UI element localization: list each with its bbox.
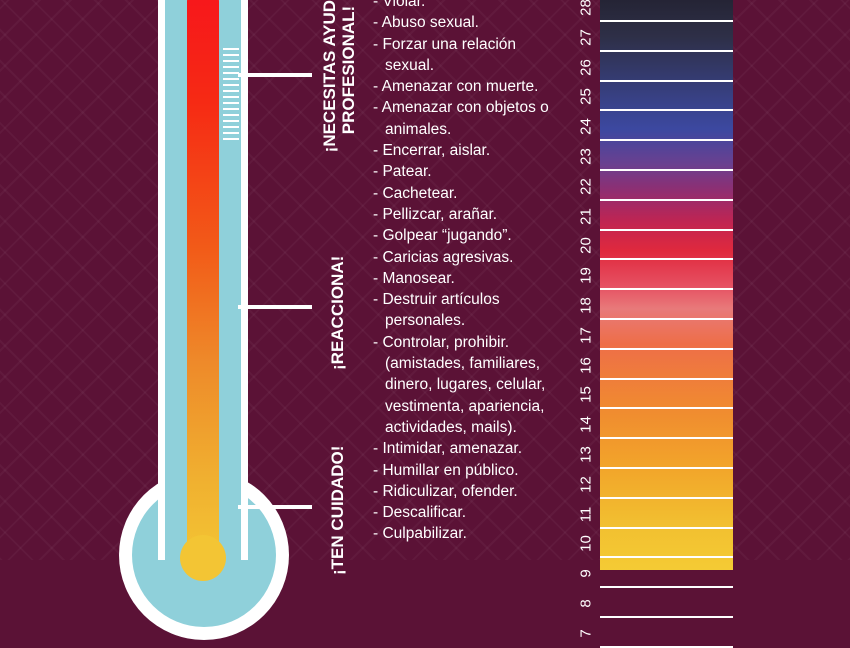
scale-number: 24: [577, 118, 595, 136]
label-bottom: ¡TEN CUIDADO!: [328, 445, 347, 575]
bar-divider: [600, 407, 733, 410]
scale-number: 23: [577, 148, 595, 165]
list-item: - Descalificar.: [373, 504, 467, 522]
list-item: - Pellizcar, arañar.: [373, 205, 498, 223]
marker-middle: [238, 305, 312, 309]
label-middle: ¡REACCIONA!: [328, 255, 347, 370]
scale-number: 7: [577, 629, 595, 638]
scale-number: 18: [577, 297, 595, 314]
list-item: - Caricias agresivas.: [373, 248, 514, 266]
list-item: - Culpabilizar.: [373, 525, 467, 543]
list-item: - Controlar, prohibir. (amistades, famil…: [373, 333, 546, 436]
thermometer-ticks: [223, 48, 239, 144]
scale-numbers: 28 27 26 25 24 23 22 21 20 19 18 17 16 15 14 13 12 11 10 9 8…: [575, 0, 599, 637]
bar-divider: [600, 526, 733, 529]
behavior-list: - Violar. - Abuso sexual. - Forzar una r…: [373, 0, 588, 545]
intensity-color-bar: [600, 0, 733, 570]
thermometer: [0, 0, 330, 640]
bar-divider: [600, 556, 733, 559]
list-item: - Golpear “jugando”.: [373, 227, 512, 245]
scale-number: 17: [577, 326, 595, 344]
scale-number: 20: [577, 237, 595, 255]
list-item: - Amenazar con muerte.: [373, 78, 539, 96]
list-item: - Forzar una relación sexual.: [373, 35, 517, 74]
list-item: - Intimidar, amenazar.: [373, 440, 523, 458]
bar-divider: [600, 347, 733, 350]
scale-number: 25: [577, 88, 595, 106]
bar-divider: [600, 139, 733, 142]
scale-number: 8: [577, 599, 595, 608]
bar-divider: [600, 645, 733, 648]
scale-number: 13: [577, 446, 595, 463]
list-item: - Abuso sexual.: [373, 14, 479, 32]
marker-top: [238, 73, 312, 77]
bar-divider: [600, 79, 733, 82]
bar-divider: [600, 318, 733, 320]
label-top: ¡NECESITAS AYUDA PROFESIONAL!: [320, 0, 358, 153]
bar-divider: [600, 198, 733, 201]
bar-divider: [600, 288, 733, 291]
bar-divider: [600, 258, 733, 261]
bar-divider: [600, 586, 733, 589]
bar-divider: [600, 496, 733, 499]
scale-number: 22: [577, 177, 595, 195]
scale-number: 14: [577, 416, 595, 434]
bar-divider: [600, 377, 733, 380]
scale-number: 28: [577, 0, 595, 16]
bar-divider: [600, 20, 733, 22]
scale-number: 9: [577, 569, 595, 578]
marker-bottom: [238, 505, 312, 509]
scale-number: 21: [577, 207, 595, 225]
list-item: - Humillar en público.: [373, 461, 519, 479]
scale-number: 19: [577, 267, 595, 285]
scale-number: 16: [577, 356, 595, 374]
bar-divider: [600, 169, 733, 171]
list-item: - Ridiculizar, ofender.: [373, 482, 518, 500]
scale-number: 12: [577, 475, 595, 493]
scale-number: 27: [577, 28, 595, 46]
list-item: - Encerrar, aislar.: [373, 142, 491, 160]
list-item: - Cachetear.: [373, 184, 458, 202]
bar-divider: [600, 616, 733, 618]
scale-number: 15: [577, 386, 595, 404]
bar-divider: [600, 228, 733, 231]
bar-divider: [600, 49, 733, 52]
list-item: - Amenazar con objetos o animales.: [373, 99, 549, 138]
list-item: - Manosear.: [373, 269, 455, 287]
thermometer-bulb-liquid: [180, 535, 226, 581]
scale-number: 10: [577, 535, 595, 553]
list-item: - Destruir artículos personales.: [373, 291, 500, 330]
list-item: - Violar.: [373, 0, 426, 10]
thermometer-liquid: [187, 0, 219, 566]
bar-divider: [600, 437, 733, 440]
bar-divider: [600, 109, 733, 112]
scale-number: 26: [577, 58, 595, 76]
scale-number: 11: [577, 506, 595, 522]
bar-divider: [600, 467, 733, 469]
list-item: - Patear.: [373, 163, 432, 181]
